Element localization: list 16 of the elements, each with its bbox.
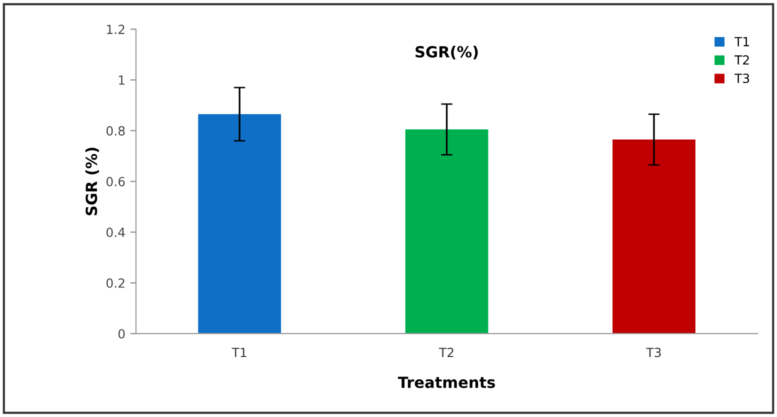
legend-label: T2 <box>734 55 749 65</box>
text: SGR(%) <box>416 46 478 60</box>
x-tick-label: T1 <box>232 348 246 357</box>
y-tick-label: 0.2 <box>106 278 124 288</box>
legend-label: T1 <box>734 37 749 46</box>
y-tick-label: 0.6 <box>106 176 125 186</box>
x-tick-label: T3 <box>646 348 661 358</box>
y-tick-label: 0 <box>118 329 125 339</box>
x-axis-title: Treatments <box>398 376 495 388</box>
y-axis-title: SGR (%) <box>85 148 99 216</box>
y-tick-label: 0.4 <box>106 228 125 238</box>
y-tick-label: 1 <box>118 76 124 85</box>
y-tick-label: 1.2 <box>107 24 124 34</box>
y-tick-label: 0.8 <box>106 126 125 136</box>
legend-label: T3 <box>734 74 750 84</box>
x-tick-label: T2 <box>438 348 454 357</box>
